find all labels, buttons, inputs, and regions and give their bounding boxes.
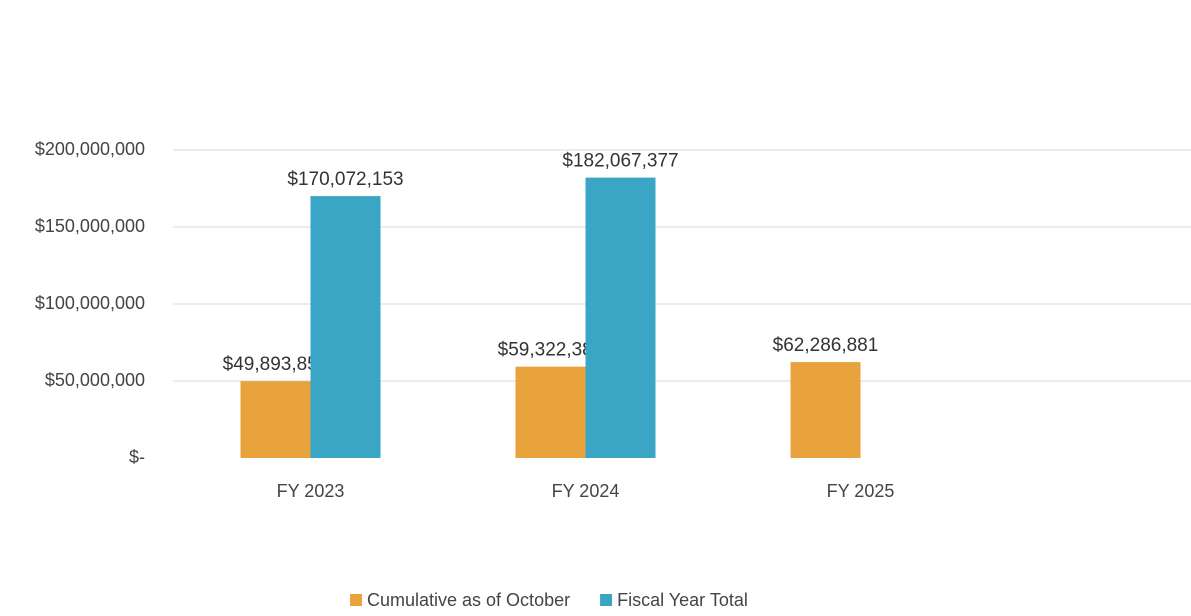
bar <box>585 177 656 458</box>
legend-label: Fiscal Year Total <box>617 590 748 610</box>
x-tick-label: FY 2025 <box>827 481 895 501</box>
bar <box>240 381 311 458</box>
data-label: $49,893,854 <box>223 354 329 375</box>
legend-label: Cumulative as of October <box>367 590 570 610</box>
legend-swatch <box>600 594 613 606</box>
bar <box>310 196 381 459</box>
data-label: $170,072,153 <box>287 169 403 190</box>
legend-swatch <box>350 594 362 606</box>
x-tick-label: FY 2024 <box>552 481 620 501</box>
data-label: $62,286,881 <box>773 335 879 356</box>
bar <box>790 362 861 458</box>
y-tick-label: $50,000,000 <box>45 370 145 390</box>
data-label: $59,322,387 <box>498 340 604 361</box>
x-tick-label: FY 2023 <box>277 481 345 501</box>
y-tick-label: $150,000,000 <box>35 216 145 236</box>
y-tick-label: $- <box>129 447 145 467</box>
y-tick-label: $200,000,000 <box>35 139 145 159</box>
y-tick-label: $100,000,000 <box>35 293 145 313</box>
data-label: $182,067,377 <box>562 151 678 172</box>
bar <box>515 366 586 458</box>
